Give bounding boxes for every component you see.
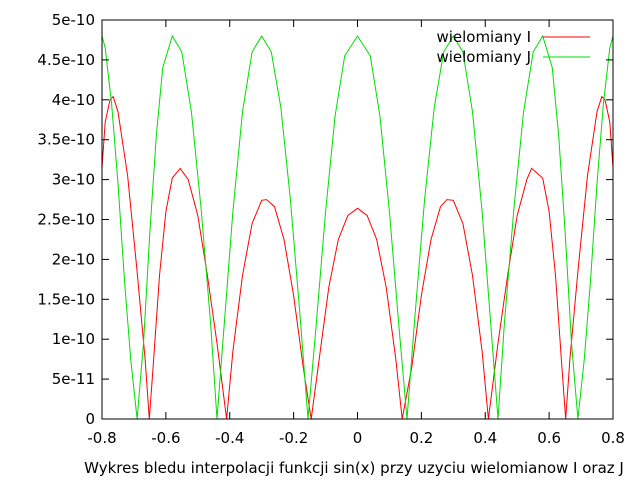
y-tick-label: 1.5e-10 [37,290,95,308]
ticks-layer: -0.8 -0.6 -0.4 -0.2 0 0.2 0.4 0.6 0.8 0 5e-11 1e-10… [37,11,625,447]
x-tick-label: 0.2 [409,429,433,447]
y-tick-label: 1e-10 [52,330,95,348]
y-tick-label: 3e-10 [52,171,95,189]
x-tick-label: -0.2 [279,429,308,447]
series-line-1 [101,95,614,420]
y-tick-label: 2.5e-10 [37,211,95,229]
x-tick-label: 0.6 [537,429,561,447]
x-tick-label: -0.8 [87,429,116,447]
x-tick-label: 0 [353,429,363,447]
x-tick-label: 0.8 [601,429,625,447]
x-tick-label: -0.6 [151,429,180,447]
y-tick-label: 4.5e-10 [37,51,95,69]
y-tick-label: 3.5e-10 [37,131,95,149]
series-layer [101,34,614,420]
legend-label-2: wielomiany J [436,48,531,66]
y-tick-label: 5e-10 [52,11,95,29]
legend: wielomiany I wielomiany J [436,28,590,66]
plot-frame [101,19,614,420]
y-tick-label: 0 [85,410,95,428]
y-tick-label: 2e-10 [52,250,95,268]
series-line-2 [101,34,614,420]
legend-label-1: wielomiany I [436,28,531,46]
x-axis-label: Wykres bledu interpolacji funkcji sin(x)… [84,459,624,477]
x-tick-label: -0.4 [215,429,244,447]
x-tick-label: 0.4 [473,429,497,447]
y-tick-label: 4e-10 [52,91,95,109]
y-tick-label: 5e-11 [52,370,95,388]
